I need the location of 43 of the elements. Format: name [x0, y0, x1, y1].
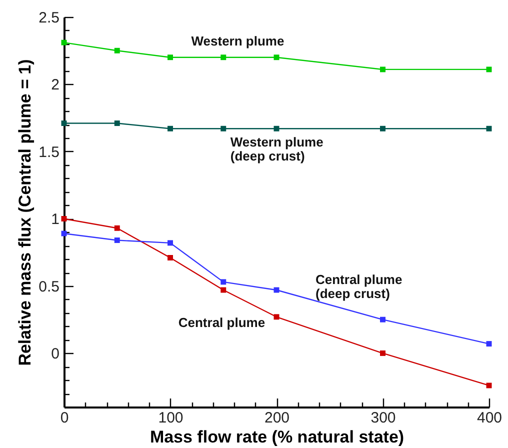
point: [274, 126, 280, 132]
point: [61, 230, 67, 236]
point: [486, 341, 492, 347]
point: [220, 126, 226, 132]
series-label: Central plume (deep crust): [316, 272, 402, 301]
x-tick-label: 200: [264, 410, 290, 426]
point: [114, 238, 120, 243]
y-tick-label: 1: [51, 211, 60, 228]
point: [486, 382, 492, 388]
point: [220, 287, 226, 293]
y-tick-label: 2: [51, 76, 60, 94]
point: [220, 54, 226, 60]
point: [61, 216, 67, 222]
x-tick-label: 400: [476, 410, 502, 426]
point: [274, 54, 280, 60]
point: [274, 314, 280, 320]
y-tick-label: 2.5: [38, 10, 60, 26]
point: [486, 126, 492, 132]
y-axis-title: Relative mass flux (Central plume = 1): [16, 59, 35, 366]
point: [61, 120, 67, 126]
y-tick-label: 1.5: [38, 144, 60, 161]
point: [114, 120, 120, 126]
point: [114, 48, 120, 54]
point: [380, 316, 386, 322]
point: [380, 66, 386, 72]
y-tick-label: 0.5: [38, 278, 60, 296]
point: [168, 240, 173, 246]
point: [220, 279, 226, 285]
x-tick-label: 100: [158, 410, 184, 426]
series-label: Western plume (deep crust): [230, 134, 324, 164]
point: [114, 225, 120, 231]
point: [486, 66, 492, 72]
point: [168, 254, 173, 260]
point: [61, 40, 67, 46]
x-tick-label: 300: [370, 410, 396, 426]
series-label: Central plume: [178, 315, 266, 330]
point: [168, 54, 173, 60]
x-axis-title: Mass flow rate (% natural state): [150, 428, 404, 446]
y-tick-label: 0: [51, 346, 60, 363]
point: [380, 350, 386, 356]
point: [380, 126, 386, 132]
series-label: Western plume: [191, 33, 284, 48]
point: [168, 126, 173, 132]
